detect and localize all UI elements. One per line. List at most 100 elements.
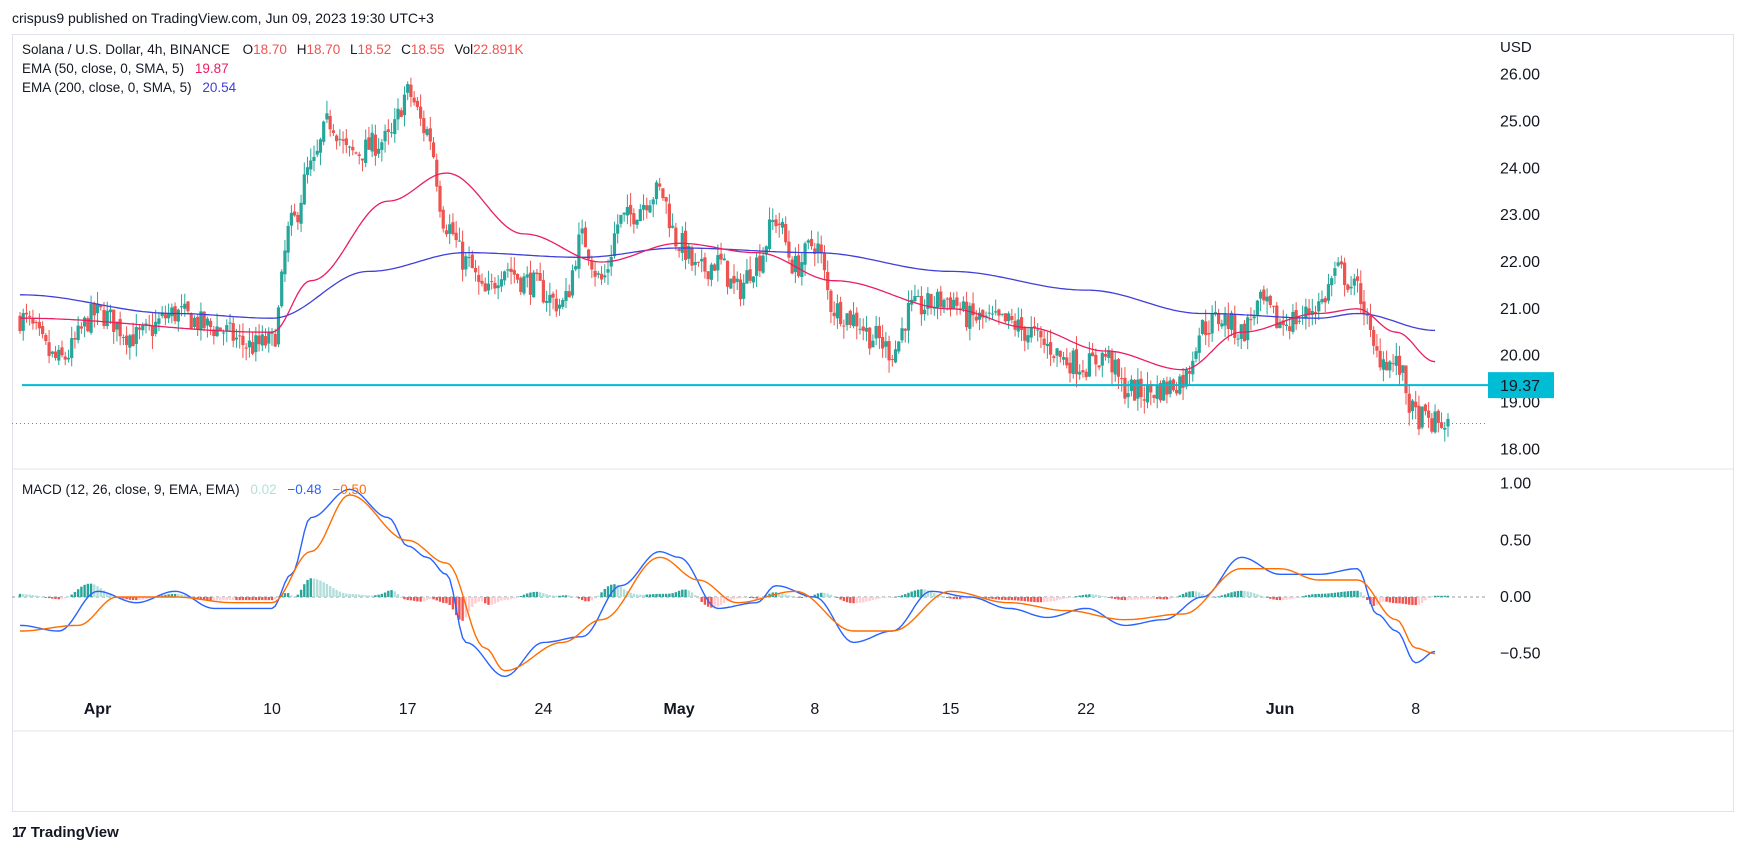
ema200-label: EMA (200, close, 0, SMA, 5) — [22, 80, 192, 95]
macd-histogram-bar — [1285, 597, 1288, 600]
candle-body — [393, 119, 397, 135]
candle-body — [273, 333, 277, 347]
ema50-legend[interactable]: EMA (50, close, 0, SMA, 5) 19.87 — [22, 61, 232, 76]
ema200-legend[interactable]: EMA (200, close, 0, SMA, 5) 20.54 — [22, 80, 239, 95]
macd-histogram-bar — [1039, 597, 1043, 603]
candle-body — [935, 291, 940, 309]
macd-histogram-bar — [1327, 593, 1330, 598]
candle-body — [254, 335, 258, 353]
candle-body — [1187, 370, 1192, 374]
candle-body — [971, 303, 975, 316]
candle-body — [716, 255, 720, 271]
candle-body — [1229, 312, 1234, 330]
macd-histogram-bar — [160, 595, 164, 598]
macd-tick-label: −0.50 — [1500, 646, 1541, 663]
candle-body — [1194, 351, 1198, 359]
candle-body — [1003, 313, 1007, 322]
macd-histogram-bar — [907, 592, 910, 598]
macd-histogram-bar — [519, 595, 522, 598]
low-label: L — [350, 42, 358, 57]
candle-body — [593, 270, 597, 277]
macd-histogram-bar — [1026, 597, 1030, 602]
macd-histogram-bar — [1114, 597, 1117, 600]
candle-body — [871, 340, 875, 348]
low-value: 18.52 — [357, 42, 392, 57]
candle-body — [1313, 311, 1318, 314]
candle-body — [325, 113, 329, 120]
macd-histogram-bar — [800, 597, 804, 598]
macd-histogram-bar — [86, 583, 90, 598]
macd-histogram-bar — [293, 596, 296, 598]
macd-histogram-bar — [781, 593, 784, 598]
macd-histogram-bar — [232, 597, 235, 601]
symbol-label[interactable]: Solana / U.S. Dollar, 4h, BINANCE — [22, 42, 230, 57]
candle-body — [929, 294, 933, 309]
macd-histogram-bar — [558, 595, 561, 598]
time-tick-label: 8 — [1411, 701, 1420, 718]
candle-body — [1278, 322, 1282, 329]
candle-body — [351, 146, 355, 151]
macd-histogram-bar — [891, 597, 894, 598]
macd-histogram-bar — [752, 597, 755, 599]
candle-body — [412, 97, 416, 103]
macd-pane[interactable] — [12, 488, 1488, 678]
candle-body — [263, 336, 268, 346]
macd-histogram-bar — [1252, 593, 1256, 598]
candle-body — [535, 272, 539, 275]
candle-body — [493, 282, 497, 289]
macd-histogram-bar — [1362, 595, 1366, 598]
macd-histogram-bar — [1004, 597, 1007, 601]
candle-body — [1110, 351, 1114, 373]
candle-body — [1288, 326, 1292, 332]
price-pane[interactable] — [12, 77, 1488, 442]
macd-histogram-bar — [335, 589, 338, 598]
candle-body — [99, 304, 103, 308]
volume-value: 22.891K — [473, 42, 524, 57]
macd-histogram-bar — [345, 593, 348, 598]
macd-histogram-bar — [778, 592, 781, 598]
macd-histogram-bar — [254, 597, 258, 601]
candle-body — [1155, 384, 1159, 399]
macd-signal-value: −0.50 — [332, 482, 367, 497]
macd-histogram-bar — [858, 597, 862, 603]
candle-body — [638, 209, 642, 222]
publish-info: crispus9 published on TradingView.com, J… — [12, 10, 434, 26]
candle-body — [1391, 363, 1395, 365]
candle-body — [1330, 278, 1334, 286]
candle-body — [1326, 284, 1331, 301]
candle-body — [997, 309, 1001, 316]
candle-body — [37, 321, 41, 329]
price-tick-label: 24.00 — [1500, 160, 1540, 177]
candle-body — [1320, 299, 1324, 303]
chart-frame[interactable] — [12, 34, 1734, 812]
macd-histogram-bar — [968, 597, 972, 599]
macd-histogram-bar — [445, 597, 448, 604]
candle-body — [1388, 361, 1392, 371]
macd-histogram-bar — [813, 594, 816, 598]
candle-body — [981, 309, 985, 318]
candle-body — [897, 341, 901, 352]
macd-histogram-bar — [228, 597, 232, 601]
macd-histogram-bar — [694, 595, 697, 598]
macd-legend[interactable]: MACD (12, 26, close, 9, EMA, EMA) 0.02 −… — [22, 482, 369, 497]
macd-histogram-bar — [645, 594, 648, 598]
macd-histogram-bar — [1017, 597, 1020, 601]
candle-body — [451, 222, 455, 235]
macd-histogram-bar — [668, 593, 671, 598]
macd-histogram-bar — [1314, 593, 1317, 598]
macd-histogram-bar — [438, 597, 442, 602]
tradingview-logo[interactable]: 17 TradingView — [12, 824, 119, 841]
macd-histogram-bar — [1091, 594, 1094, 598]
macd-histogram-bar — [1178, 595, 1182, 598]
candle-body — [461, 241, 465, 270]
candle-body — [260, 334, 264, 346]
candle-body — [257, 335, 261, 345]
candle-body — [328, 115, 332, 130]
macd-histogram-bar — [442, 597, 445, 603]
candle-body — [687, 246, 691, 259]
candle-body — [926, 293, 930, 309]
candle-body — [787, 241, 791, 258]
macd-histogram-bar — [674, 592, 678, 598]
candle-body — [1165, 381, 1169, 395]
